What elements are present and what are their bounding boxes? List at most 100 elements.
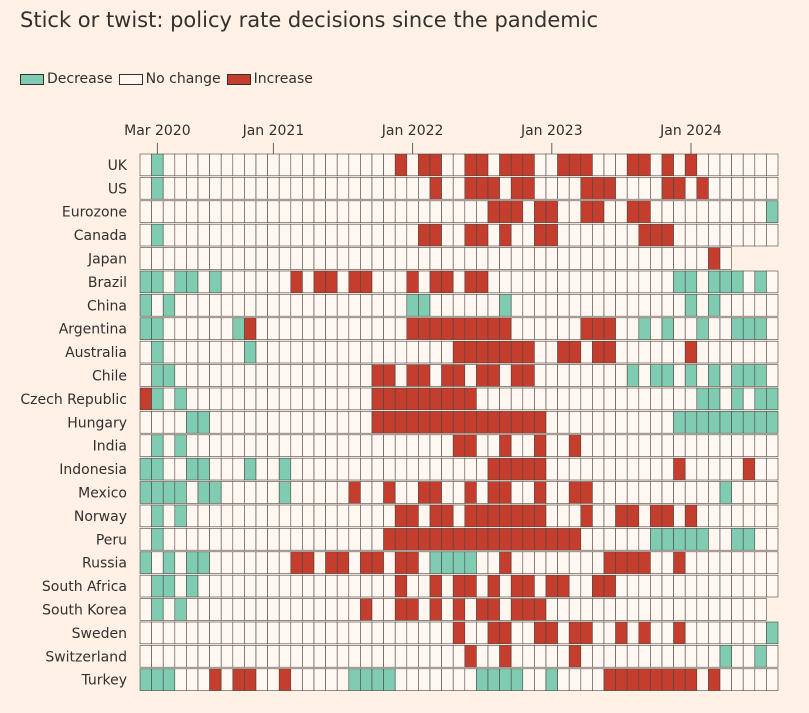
cell-no-change bbox=[696, 574, 709, 598]
cell-no-change bbox=[557, 387, 570, 411]
cell-no-change bbox=[383, 200, 396, 223]
cell-no-change bbox=[302, 317, 315, 340]
cell-no-change bbox=[719, 551, 732, 574]
cell-no-change bbox=[244, 177, 257, 200]
cell-no-change bbox=[186, 621, 199, 645]
cell-no-change bbox=[638, 645, 651, 668]
cell-increase bbox=[406, 270, 419, 294]
cell-no-change bbox=[684, 434, 698, 457]
cell-no-change bbox=[255, 411, 268, 434]
cell-no-change bbox=[534, 364, 547, 387]
cell-decrease bbox=[139, 457, 152, 481]
cell-no-change bbox=[220, 457, 234, 481]
cell-no-change bbox=[325, 317, 338, 340]
cell-no-change bbox=[534, 247, 547, 270]
cell-no-change bbox=[360, 621, 373, 645]
cell-no-change bbox=[580, 364, 593, 387]
cell-no-change bbox=[371, 177, 384, 200]
cell-no-change bbox=[325, 598, 338, 621]
cell-no-change bbox=[464, 247, 477, 270]
cell-no-change bbox=[476, 481, 489, 504]
cell-no-change bbox=[302, 200, 315, 223]
cell-no-change bbox=[394, 177, 408, 200]
cell-no-change bbox=[638, 481, 651, 504]
cell-increase bbox=[534, 200, 547, 223]
cell-decrease bbox=[174, 270, 187, 294]
cell-no-change bbox=[151, 645, 164, 668]
cell-no-change bbox=[371, 574, 384, 598]
cell-no-change bbox=[545, 317, 558, 340]
cell-no-change bbox=[255, 668, 268, 691]
cell-no-change bbox=[766, 481, 779, 504]
cell-no-change bbox=[255, 621, 268, 645]
cell-increase bbox=[626, 200, 640, 223]
cell-no-change bbox=[568, 551, 582, 574]
cell-no-change bbox=[394, 317, 408, 340]
cell-no-change bbox=[313, 457, 326, 481]
cell-no-change bbox=[406, 668, 419, 691]
cell-no-change bbox=[441, 294, 454, 317]
cell-no-change bbox=[371, 598, 384, 621]
cell-no-change bbox=[557, 621, 570, 645]
cell-decrease bbox=[429, 551, 442, 574]
cell-increase bbox=[510, 177, 524, 200]
cell-no-change bbox=[313, 645, 326, 668]
cell-no-change bbox=[290, 364, 303, 387]
cell-no-change bbox=[302, 598, 315, 621]
cell-no-change bbox=[592, 668, 605, 691]
cell-no-change bbox=[650, 574, 663, 598]
cell-no-change bbox=[650, 387, 663, 411]
cell-no-change bbox=[360, 364, 373, 387]
cell-increase bbox=[580, 200, 593, 223]
cell-no-change bbox=[522, 317, 535, 340]
cell-no-change bbox=[360, 200, 373, 223]
cell-decrease bbox=[499, 668, 512, 691]
cell-no-change bbox=[568, 574, 582, 598]
cell-no-change bbox=[418, 200, 431, 223]
cell-no-change bbox=[418, 340, 431, 364]
cell-no-change bbox=[209, 387, 222, 411]
cell-no-change bbox=[626, 434, 640, 457]
cell-no-change bbox=[186, 598, 199, 621]
cell-no-change bbox=[766, 457, 779, 481]
cell-decrease bbox=[731, 364, 744, 387]
cell-no-change bbox=[360, 223, 373, 247]
cell-no-change bbox=[325, 364, 338, 387]
cell-increase bbox=[418, 528, 431, 551]
cell-no-change bbox=[197, 621, 210, 645]
cell-decrease bbox=[510, 668, 524, 691]
cell-no-change bbox=[244, 574, 257, 598]
cell-no-change bbox=[278, 294, 292, 317]
cell-no-change bbox=[336, 364, 350, 387]
cell-increase bbox=[568, 434, 582, 457]
cell-no-change bbox=[336, 317, 350, 340]
cell-increase bbox=[603, 177, 616, 200]
cell-no-change bbox=[766, 153, 779, 177]
cell-increase bbox=[452, 598, 466, 621]
cell-no-change bbox=[452, 294, 466, 317]
cell-decrease bbox=[151, 317, 164, 340]
cell-no-change bbox=[232, 481, 245, 504]
cell-no-change bbox=[719, 574, 732, 598]
cell-no-change bbox=[139, 528, 152, 551]
cell-no-change bbox=[650, 247, 663, 270]
cell-no-change bbox=[731, 668, 744, 691]
x-tick-label: Jan 2021 bbox=[242, 123, 305, 139]
cell-no-change bbox=[534, 551, 547, 574]
cell-decrease bbox=[754, 387, 767, 411]
cell-increase bbox=[545, 574, 558, 598]
cell-increase bbox=[464, 153, 477, 177]
cell-decrease bbox=[162, 294, 176, 317]
cell-no-change bbox=[220, 528, 234, 551]
cell-no-change bbox=[313, 598, 326, 621]
cell-decrease bbox=[661, 528, 674, 551]
cell-increase bbox=[452, 387, 466, 411]
cell-no-change bbox=[708, 621, 721, 645]
cell-no-change bbox=[580, 528, 593, 551]
cell-no-change bbox=[719, 247, 732, 270]
cell-no-change bbox=[209, 340, 222, 364]
cell-no-change bbox=[348, 387, 361, 411]
cell-decrease bbox=[151, 457, 164, 481]
cell-increase bbox=[476, 364, 489, 387]
cell-no-change bbox=[255, 340, 268, 364]
